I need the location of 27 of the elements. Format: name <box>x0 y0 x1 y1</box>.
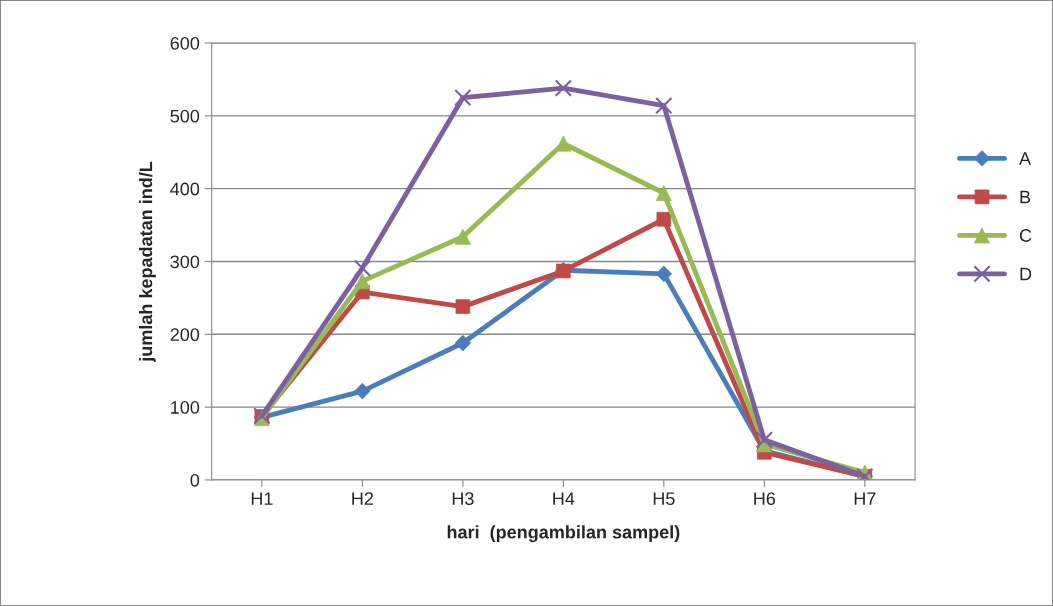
y-tick-label: 0 <box>190 473 200 487</box>
point <box>353 259 372 277</box>
y-tick-label: 200 <box>170 328 200 342</box>
point <box>755 431 774 449</box>
legend-label: B <box>1020 190 1031 204</box>
x-tick-label: H2 <box>352 492 374 505</box>
y-axis-title: jumlah kepadatan ind/L <box>139 161 156 363</box>
legend-label: D <box>1020 267 1032 281</box>
x-tick-label: H6 <box>754 492 776 506</box>
y-tick-label: 300 <box>170 255 200 269</box>
x-tick-label: H1 <box>251 492 273 505</box>
point <box>554 79 573 97</box>
legend-label: C <box>1019 229 1032 242</box>
y-tick-label: 400 <box>170 182 200 196</box>
point <box>655 185 672 202</box>
y-tick-label: 100 <box>171 401 200 414</box>
x-tick-label: H4 <box>553 492 575 505</box>
point <box>656 211 672 227</box>
y-tick-label: 600 <box>170 36 200 50</box>
x-tick-label: H7 <box>854 492 876 505</box>
x-axis-title: hari (pengambilan sampel) <box>447 525 680 543</box>
y-tick-label: 500 <box>170 109 200 123</box>
point <box>655 96 673 115</box>
x-tick-label: H5 <box>653 492 675 506</box>
point <box>454 88 472 107</box>
legend-label: A <box>1019 152 1032 165</box>
x-tick-label: H3 <box>452 492 474 506</box>
